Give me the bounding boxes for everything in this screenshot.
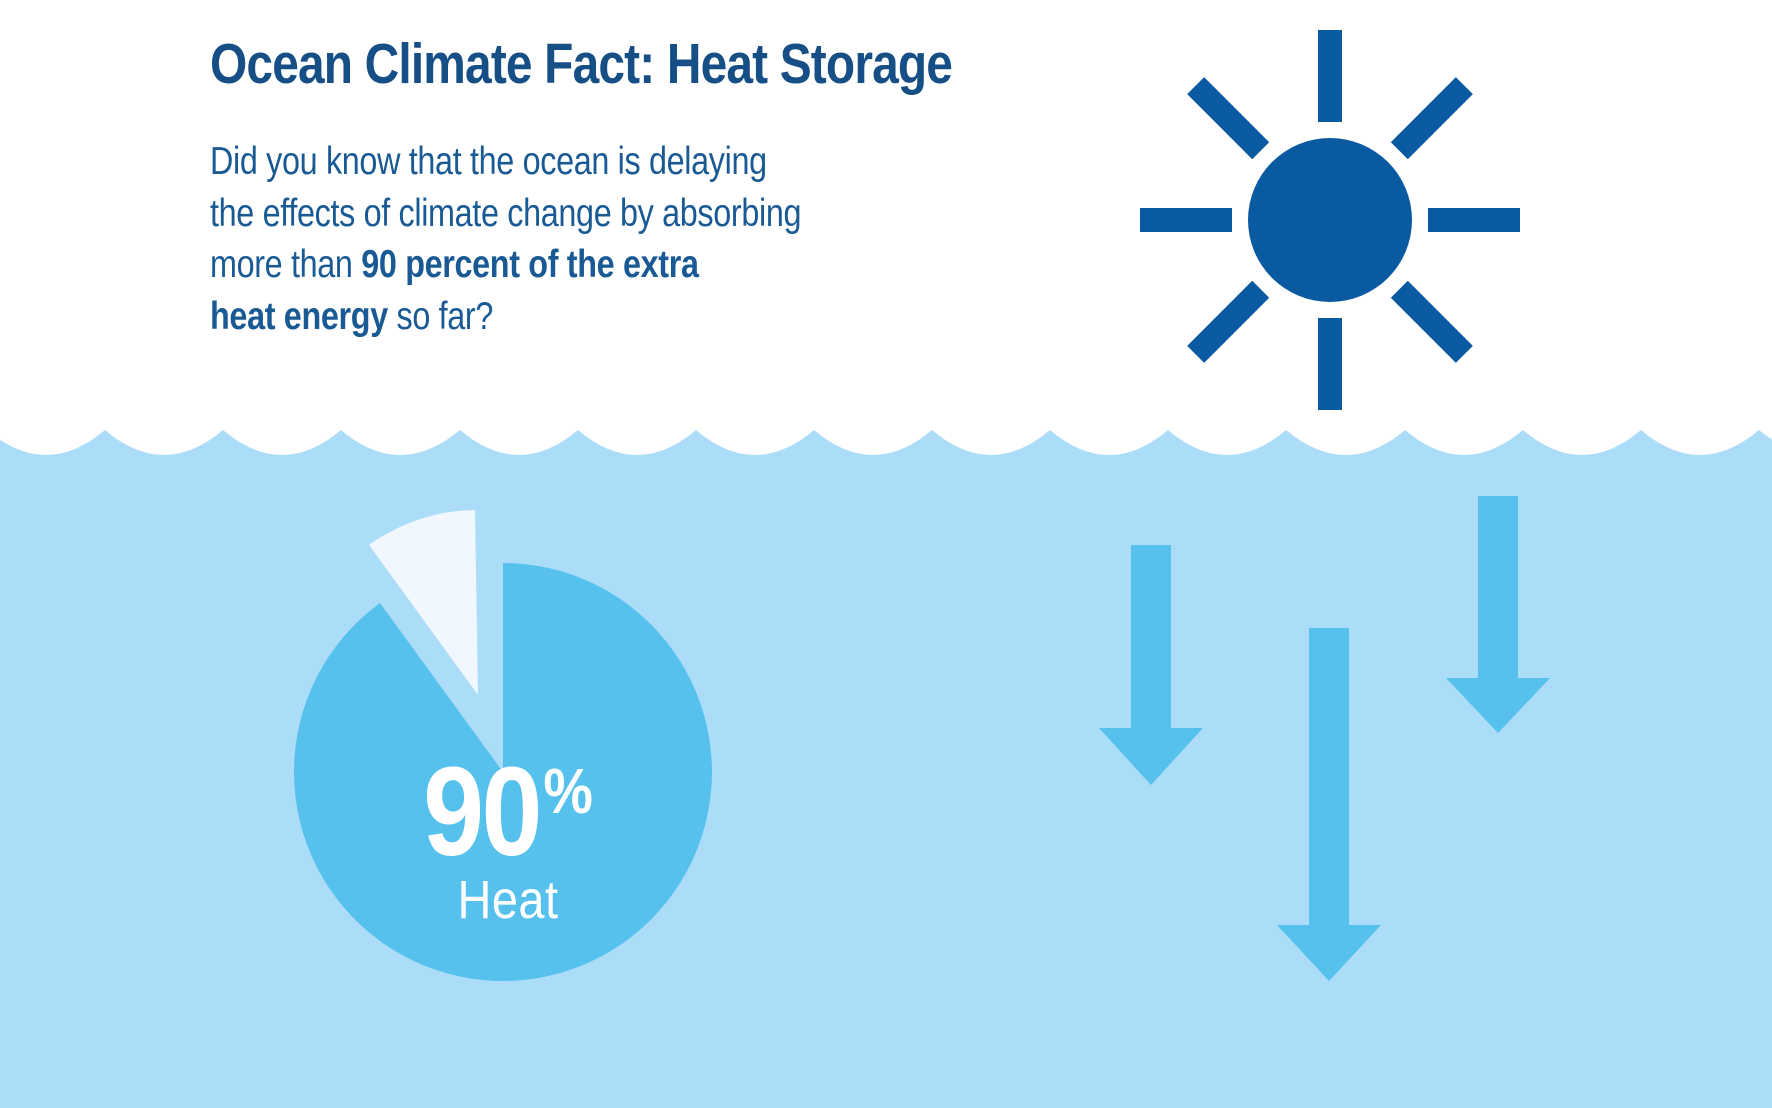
pie-caption: Heat	[457, 870, 559, 931]
pie-label: 90 % Heat	[372, 741, 643, 931]
pie-value-label: 90	[423, 741, 542, 882]
pie-percent-sign: %	[543, 755, 593, 827]
down-arrow-icon	[1446, 496, 1550, 733]
fact-text: Did you know that the ocean is delaying …	[210, 136, 801, 342]
down-arrow-icon	[1277, 628, 1381, 981]
heat-arrows	[1099, 496, 1550, 981]
sun-rays-orthogonal	[1140, 30, 1520, 410]
down-arrow-icon	[1099, 545, 1203, 785]
fact-line: Did you know that the ocean is delaying	[210, 140, 767, 183]
sun-core	[1248, 138, 1412, 302]
pie-value-row: 90 %	[372, 741, 643, 882]
heat-pie-chart	[293, 510, 712, 981]
pie-slice-10	[369, 510, 478, 695]
page-title: Ocean Climate Fact: Heat Storage	[210, 32, 953, 96]
sun-rays-diagonal	[1187, 77, 1473, 363]
fact-line: heat energy so far?	[210, 294, 494, 338]
fact-line: more than 90 percent of the extra	[210, 243, 699, 286]
pie-slice-90	[293, 563, 712, 981]
sun-icon	[1140, 30, 1520, 410]
fact-line: the effects of climate change by absorbi…	[210, 191, 802, 235]
